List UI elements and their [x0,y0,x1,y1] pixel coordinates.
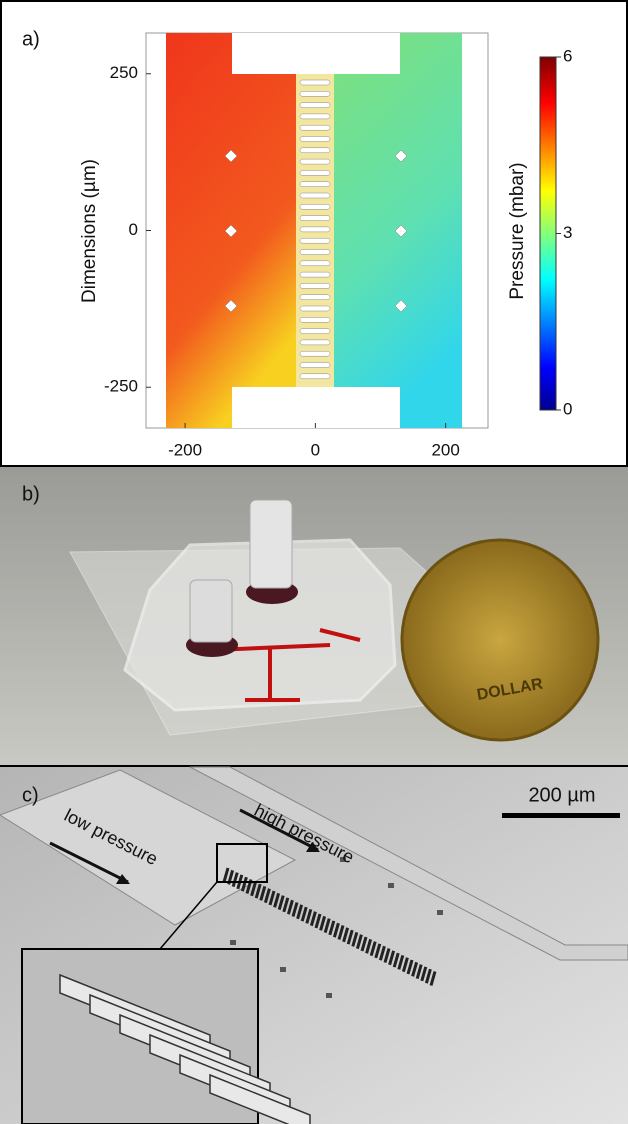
scale-bar-label: 200 µm [528,784,595,806]
finger-gap [300,103,330,108]
scale-bar [502,813,620,818]
colorbar-tick-label: 0 [563,399,572,418]
finger-gap [300,363,330,368]
panel-label: c) [22,784,39,806]
y-tick-label: 250 [110,63,138,82]
finger-gap [300,329,330,334]
finger-gap [300,261,330,266]
finger-gap [300,250,330,255]
finger-gap [300,317,330,322]
wall [232,33,400,74]
colorbar [540,57,556,410]
finger-gap [300,80,330,85]
x-tick-label: 0 [311,440,320,459]
colorbar-tick-label: 6 [563,46,572,65]
panel-b: DOLLAR b) [0,467,628,765]
finger-gap [300,227,330,232]
finger-gap [300,272,330,277]
finger-gap [300,114,330,119]
finger-gap [300,204,330,209]
y-tick-label: 0 [129,220,138,239]
colorbar-tick-label: 3 [563,223,572,242]
finger-gap [300,137,330,142]
finger-gap [300,170,330,175]
finger-gap [300,340,330,345]
finger-gap [300,351,330,356]
finger-gap [300,374,330,379]
y-tick-label: -250 [104,377,138,396]
finger-gap [300,216,330,221]
panel-a: a) Dimensions (µm) Pressure (mbar) -200 0… [22,28,572,459]
panel-label: a) [22,28,40,50]
y-axis-label: Dimensions (µm) [79,159,100,303]
x-tick-label: -200 [168,440,202,459]
finger-gap [300,159,330,164]
wall [232,387,400,428]
finger-gap [300,91,330,96]
finger-gap [300,238,330,243]
tube [190,580,232,642]
finger-gap [300,193,330,198]
finger-gap [300,306,330,311]
x-tick-label: 200 [431,440,459,459]
finger-gap [300,125,330,130]
finger-gap [300,283,330,288]
finger-gap [300,182,330,187]
colorbar-label: Pressure (mbar) [507,162,528,299]
panel-label: b) [22,483,40,505]
figure: a) Dimensions (µm) Pressure (mbar) -200 0… [0,0,628,1124]
panel-c: high pressure low pressure 200 µm c) [0,767,628,1124]
coin [402,540,598,740]
finger-gap [300,148,330,153]
tube [250,500,292,588]
finger-gap [300,295,330,300]
